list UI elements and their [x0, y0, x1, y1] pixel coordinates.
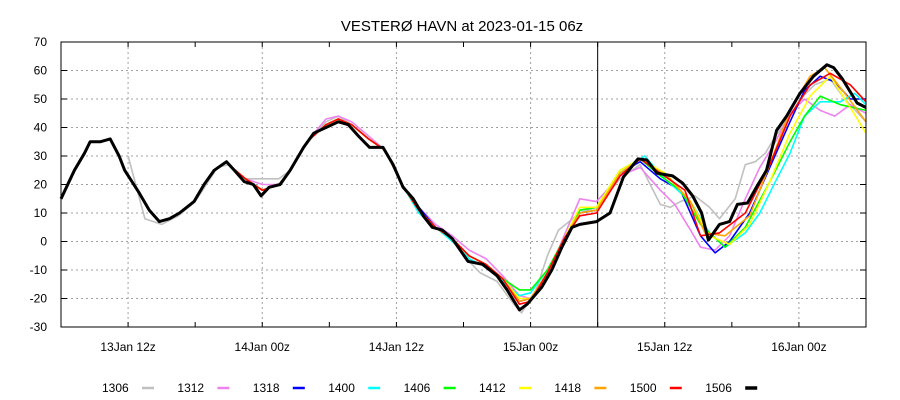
legend: 1306 1312 1318 1400 1406 1412 1418 1500 1506 — [102, 381, 758, 395]
y-tick-label: 70 — [34, 35, 48, 49]
x-tick-label: 15Jan 12z — [637, 340, 692, 354]
series-lines — [59, 63, 867, 314]
legend-label: 1318 — [253, 381, 280, 395]
y-tick-label: 20 — [34, 178, 48, 192]
legend-label: 1500 — [630, 381, 657, 395]
legend-label: 1400 — [328, 381, 355, 395]
x-tick-label: 14Jan 00z — [235, 340, 290, 354]
x-tick-label: 15Jan 00z — [503, 340, 558, 354]
axes: -30 -20 -10 0 10 20 30 40 50 60 70 13Jan 12z 14Jan 0… — [30, 35, 867, 354]
legend-label: 1312 — [177, 381, 204, 395]
y-tick-label: 40 — [34, 121, 48, 135]
legend-label: 1412 — [479, 381, 506, 395]
chart-title: VESTERØ HAVN at 2023-01-15 06z — [341, 18, 583, 35]
y-tick-label: 60 — [34, 64, 48, 78]
y-tick-label: -20 — [30, 292, 48, 306]
plot-frame — [60, 41, 867, 328]
y-tick-label: -30 — [30, 320, 48, 334]
series-line-1500 — [228, 72, 867, 305]
y-tick-label: 10 — [34, 206, 48, 220]
legend-label: 1406 — [404, 381, 431, 395]
x-tick-label: 16Jan 00z — [771, 340, 826, 354]
y-tick-label: 0 — [40, 235, 47, 249]
legend-label: 1306 — [102, 381, 129, 395]
series-line-1506 — [59, 63, 867, 312]
y-tick-label: -10 — [30, 263, 48, 277]
legend-label: 1418 — [554, 381, 581, 395]
x-tick-label: 14Jan 12z — [369, 340, 424, 354]
y-tick-label: 50 — [34, 92, 48, 106]
x-tick-label: 13Jan 12z — [100, 340, 155, 354]
series-line-1306 — [127, 78, 867, 314]
y-tick-label: 30 — [34, 149, 48, 163]
legend-label: 1506 — [705, 381, 732, 395]
